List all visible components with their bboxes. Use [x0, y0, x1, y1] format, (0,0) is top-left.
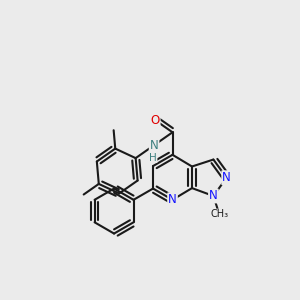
- Text: N: N: [168, 193, 177, 206]
- Text: N: N: [209, 190, 218, 202]
- Text: O: O: [150, 113, 160, 127]
- Text: H: H: [149, 152, 157, 163]
- Text: N: N: [150, 139, 158, 152]
- Text: CH₃: CH₃: [210, 209, 228, 219]
- Text: N: N: [222, 171, 231, 184]
